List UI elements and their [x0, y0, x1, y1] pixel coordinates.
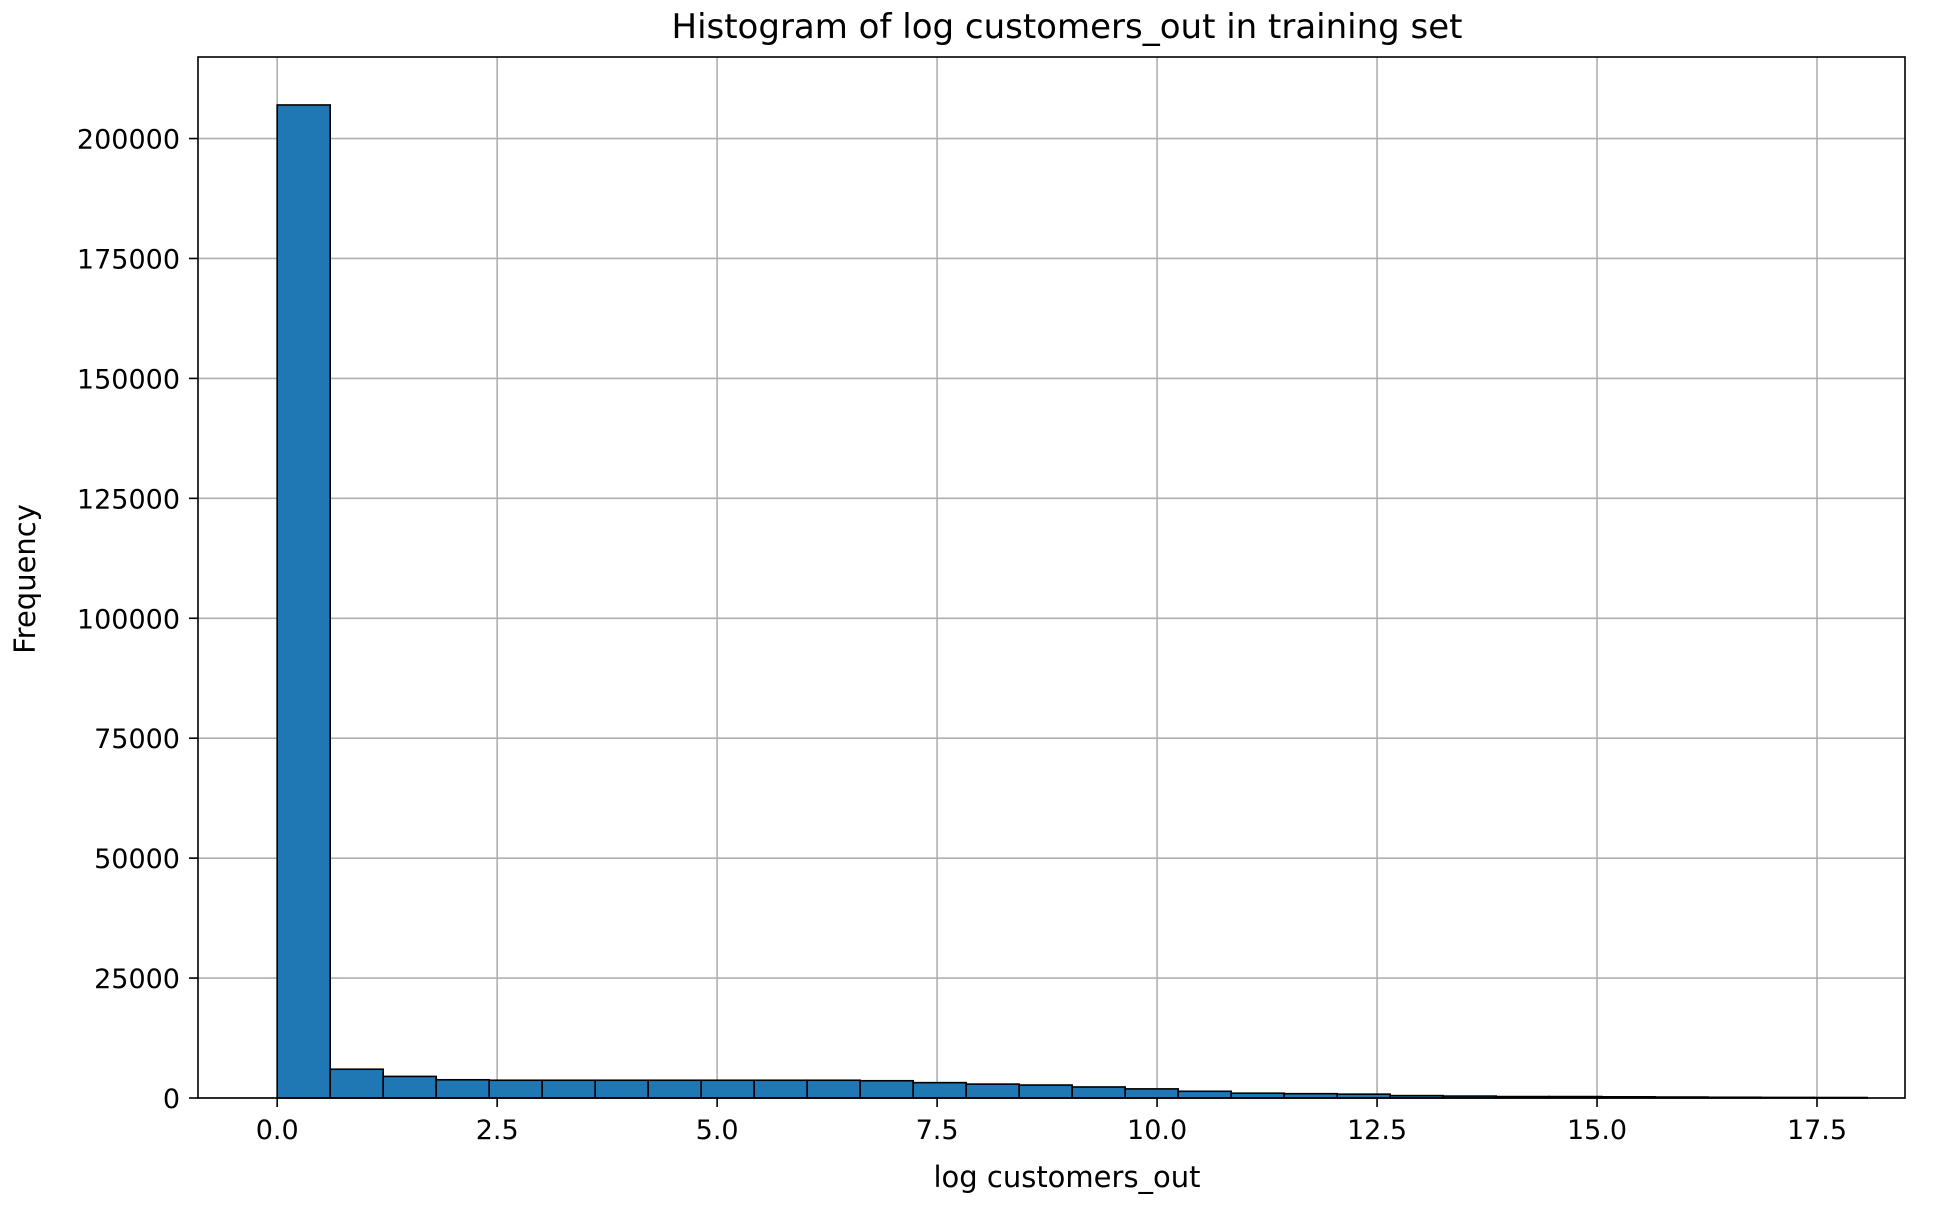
y-tick-label: 100000 [77, 604, 180, 635]
x-tick-label: 2.5 [476, 1115, 519, 1146]
histogram-bar [276, 104, 331, 1099]
histogram-bar [594, 1079, 649, 1099]
y-tick-label: 75000 [94, 724, 180, 755]
x-tick-label: 0.0 [256, 1115, 299, 1146]
plot-frame [197, 56, 1906, 1099]
histogram-bar [965, 1083, 1020, 1099]
histogram-bar [1177, 1090, 1232, 1099]
y-tick-label: 175000 [77, 244, 180, 275]
chart-title: Histogram of log customers_out in traini… [672, 7, 1463, 47]
histogram-bar [1018, 1084, 1073, 1099]
histogram-bar [382, 1075, 437, 1099]
x-tick-label: 17.5 [1787, 1115, 1847, 1146]
x-axis-label: log customers_out [933, 1160, 1200, 1194]
y-tick-label: 125000 [77, 484, 180, 515]
histogram-bar [1124, 1088, 1179, 1099]
x-tick-label: 5.0 [696, 1115, 739, 1146]
y-tick-label: 25000 [94, 964, 180, 995]
y-axis-label: Frequency [8, 504, 42, 654]
histogram-bars [276, 104, 1868, 1099]
histogram-bar [541, 1079, 596, 1099]
histogram-bar [1071, 1086, 1126, 1099]
x-tick-label: 10.0 [1127, 1115, 1187, 1146]
y-tick-label: 200000 [77, 125, 180, 156]
y-tick-label: 0 [163, 1084, 180, 1115]
histogram-bar [435, 1078, 490, 1099]
x-tick-label: 7.5 [916, 1115, 959, 1146]
histogram-bar [859, 1079, 914, 1099]
x-axis-ticks: 0.0 2.5 5.0 7.5 10.0 12.5 15.0 17.5 [256, 1098, 1847, 1146]
histogram-bar [329, 1068, 384, 1099]
histogram-bar [753, 1079, 808, 1099]
x-tick-label: 15.0 [1567, 1115, 1627, 1146]
gridlines [198, 57, 1905, 1099]
histogram-bar [647, 1079, 702, 1099]
x-tick-label: 12.5 [1347, 1115, 1407, 1146]
y-tick-label: 50000 [94, 844, 180, 875]
histogram-bar [806, 1079, 861, 1099]
y-tick-label: 150000 [77, 364, 180, 395]
histogram-bar [488, 1079, 543, 1099]
y-axis-ticks: 0 25000 50000 75000 100000 125000 150000 175000… [77, 125, 198, 1115]
histogram-bar [912, 1081, 967, 1099]
histogram-bar [700, 1079, 755, 1099]
